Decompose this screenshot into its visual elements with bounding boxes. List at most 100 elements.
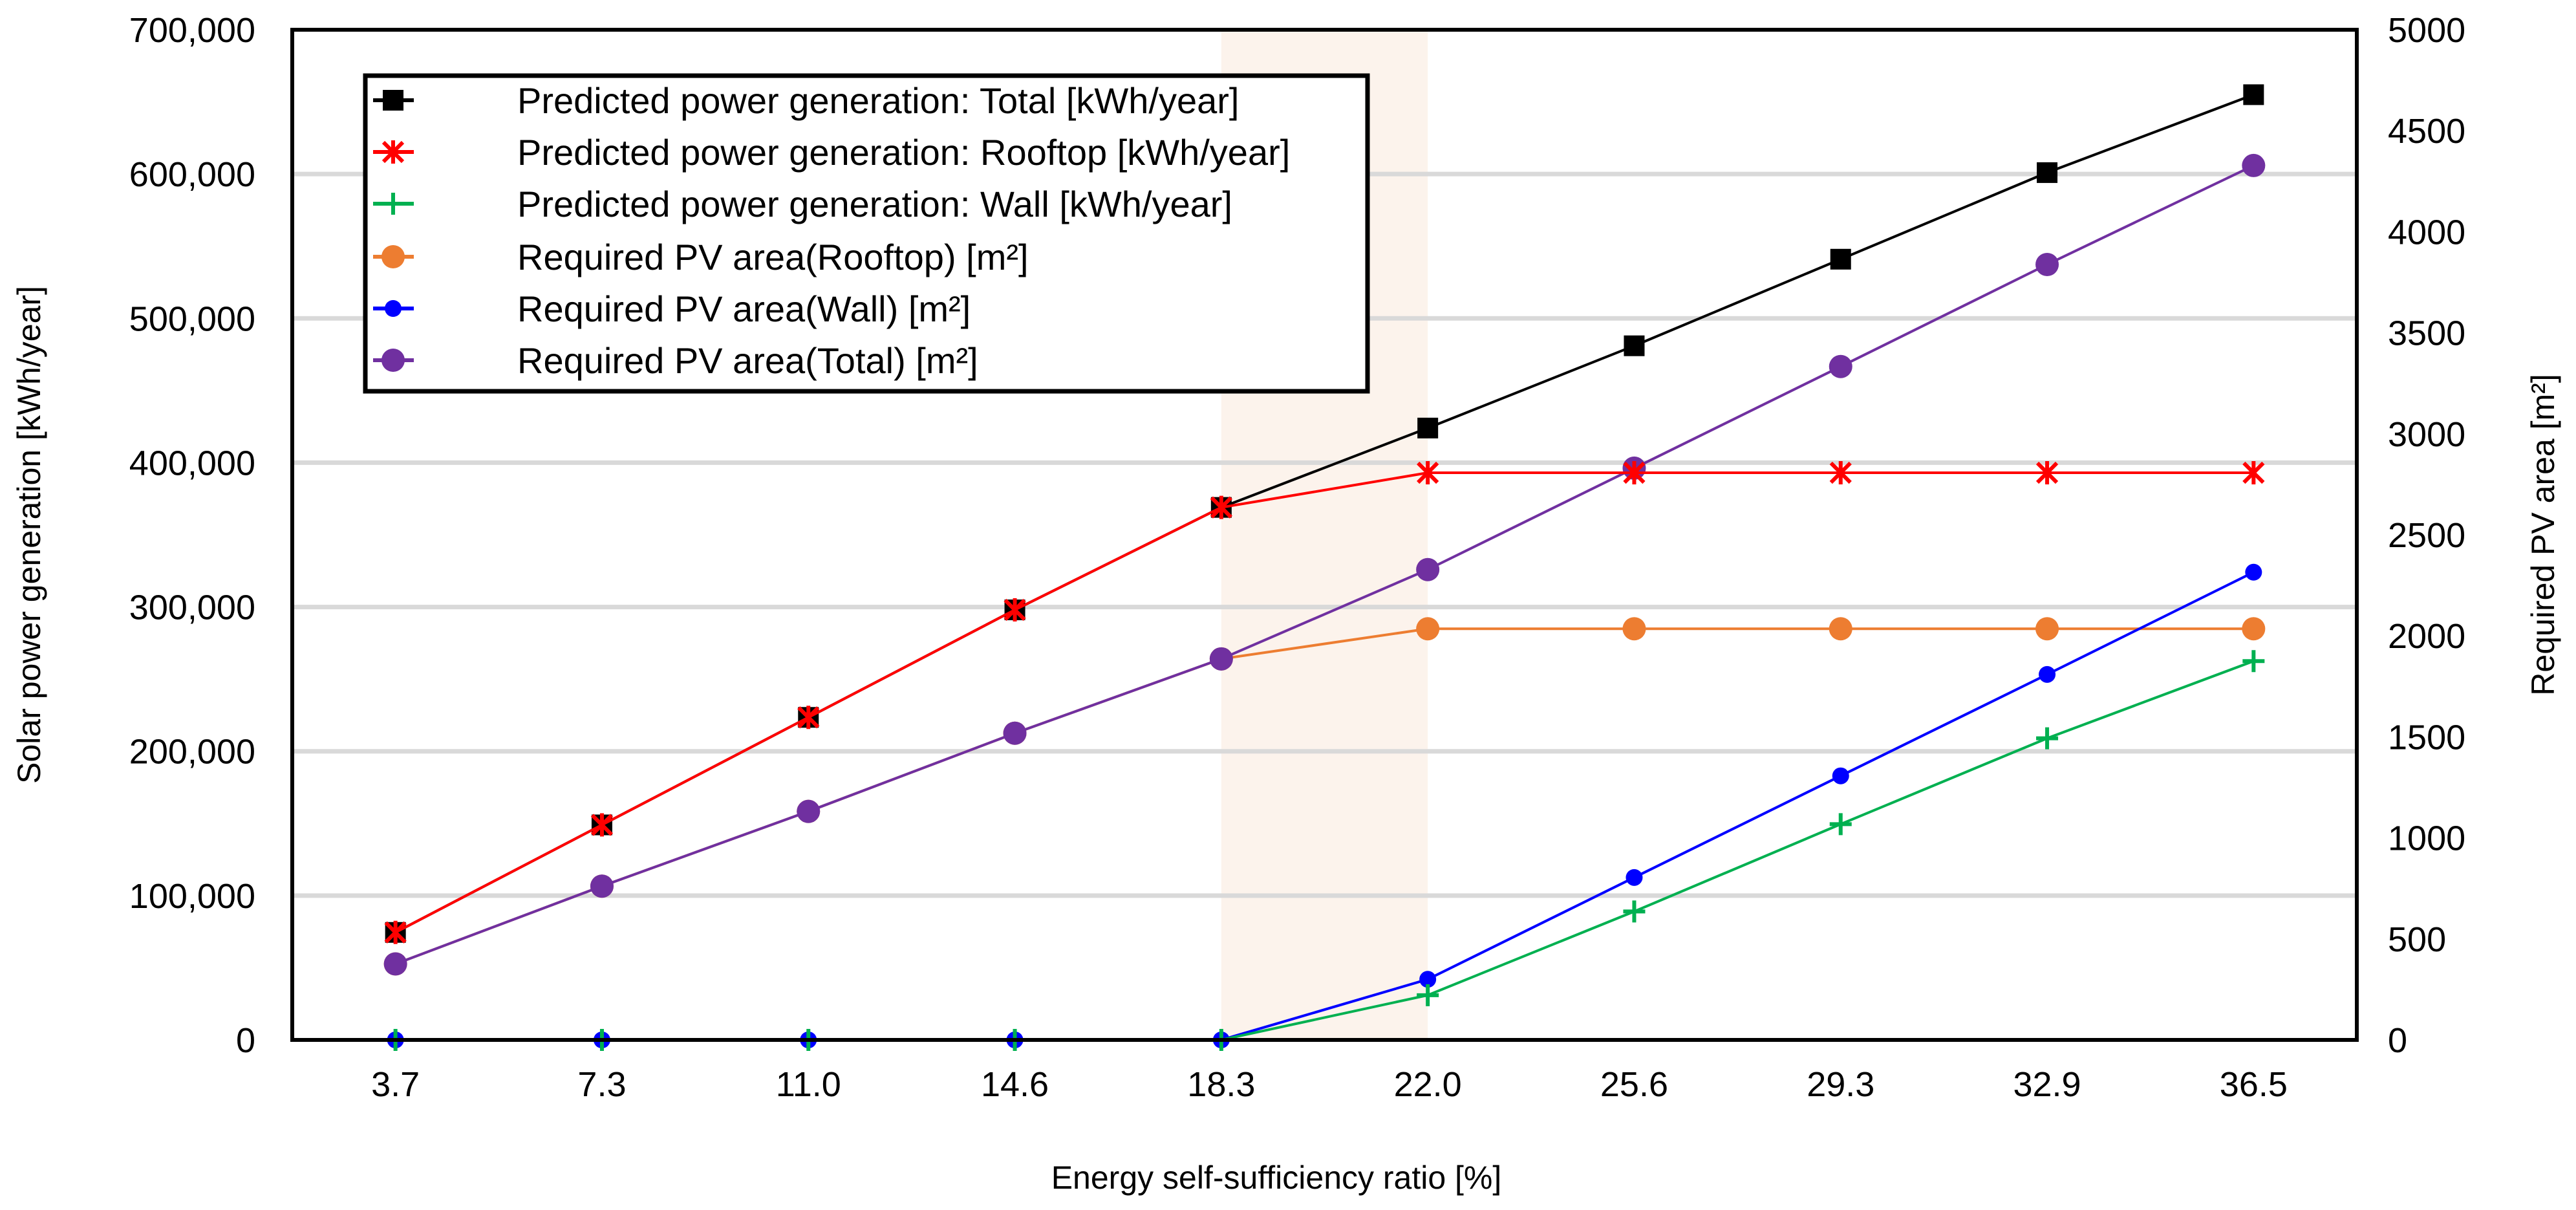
y2-tick-label: 5000 (2388, 11, 2465, 50)
data-point-square (2243, 84, 2264, 105)
series-5 (383, 153, 2266, 976)
data-point-plus (2242, 650, 2265, 673)
series-1 (384, 461, 2265, 944)
data-point-circle (2035, 617, 2059, 641)
legend-label: Required PV area(Total) [m²] (517, 340, 978, 381)
data-point-circle (381, 349, 405, 372)
series-layer (383, 84, 2266, 1051)
data-point-plus (382, 193, 404, 215)
y2-tick-label: 1500 (2388, 718, 2465, 757)
data-point-circle (1829, 617, 1852, 641)
y2-tick-label: 2000 (2388, 617, 2465, 656)
y2-tick-label: 1000 (2388, 819, 2465, 858)
data-point-circle (385, 300, 402, 317)
legend-label: Predicted power generation: Wall [kWh/ye… (517, 184, 1232, 224)
legend-item: Predicted power generation: Wall [kWh/ye… (373, 184, 1232, 224)
data-point-circle (1829, 354, 1852, 378)
data-point-circle (383, 952, 407, 976)
data-point-circle (797, 799, 821, 823)
legend-label: Required PV area(Rooftop) [m²] (517, 237, 1029, 277)
data-point-circle (1419, 971, 1437, 988)
y-tick-label: 700,000 (129, 11, 255, 50)
data-point-star (797, 706, 820, 729)
x-tick-label: 22.0 (1394, 1065, 1462, 1104)
legend-label: Required PV area(Wall) [m²] (517, 288, 971, 329)
data-point-circle (2242, 617, 2266, 641)
y-tick-label: 600,000 (129, 155, 255, 194)
y2-tick-label: 500 (2388, 920, 2446, 959)
data-point-square (1830, 248, 1851, 270)
data-point-circle (1416, 557, 1440, 581)
data-point-circle (1416, 617, 1440, 641)
legend-item: Required PV area(Total) [m²] (373, 340, 978, 381)
x-tick-label: 7.3 (577, 1065, 626, 1104)
data-point-circle (2039, 665, 2056, 683)
y2-tick-label: 0 (2388, 1021, 2407, 1060)
data-point-plus (1623, 900, 1646, 923)
data-point-plus (2036, 727, 2059, 750)
y-tick-label: 400,000 (129, 444, 255, 482)
x-tick-label: 36.5 (2220, 1065, 2288, 1104)
series-line (394, 471, 2254, 934)
y2-tick-label: 4500 (2388, 112, 2465, 151)
data-point-square (383, 90, 403, 111)
data-point-star (1829, 461, 1852, 485)
legend-label: Predicted power generation: Rooftop [kWh… (517, 132, 1290, 173)
data-point-star (1004, 598, 1026, 622)
x-tick-label: 32.9 (2013, 1065, 2081, 1104)
y-axis-right-ticks: 0 500 1000 1500 2000 2500 3000 3500 4000 4500 5000 (2388, 11, 2465, 1060)
legend-item: Predicted power generation: Total [kWh/y… (373, 80, 1239, 121)
data-point-star (1210, 495, 1232, 519)
y2-tick-label: 2500 (2388, 516, 2465, 555)
x-tick-label: 25.6 (1600, 1065, 1668, 1104)
y-tick-label: 500,000 (129, 299, 255, 338)
x-tick-label: 3.7 (371, 1065, 420, 1104)
data-point-circle (2035, 253, 2059, 277)
legend-label: Predicted power generation: Total [kWh/y… (517, 80, 1239, 121)
data-point-circle (381, 245, 405, 268)
data-point-square (1624, 335, 1645, 356)
y2-tick-label: 3500 (2388, 314, 2465, 353)
data-point-star (1623, 461, 1646, 485)
data-point-star (2035, 461, 2059, 485)
data-point-circle (1832, 767, 1849, 784)
x-axis-ticks: 3.7 7.3 11.0 14.6 18.3 22.0 25.6 29.3 32.9 36.5 (371, 1065, 2288, 1104)
x-tick-label: 14.6 (981, 1065, 1049, 1104)
data-point-circle (1209, 647, 1233, 671)
series-line (394, 164, 2255, 966)
data-point-star (1417, 461, 1439, 485)
y-axis-right-title: Required PV area [m²] (2525, 374, 2561, 695)
y-axis-left-title: Solar power generation [kWh/year] (11, 286, 47, 784)
x-tick-label: 18.3 (1187, 1065, 1255, 1104)
data-point-star (381, 140, 405, 164)
legend: Predicted power generation: Total [kWh/y… (363, 73, 1370, 394)
y-tick-label: 200,000 (129, 733, 255, 772)
data-point-circle (1626, 869, 1643, 886)
data-point-plus (1829, 813, 1852, 836)
data-point-square (2037, 162, 2058, 183)
data-point-star (590, 813, 614, 837)
y-tick-label: 0 (236, 1021, 255, 1060)
plot-frame (290, 28, 2359, 1042)
data-point-circle (2245, 563, 2262, 581)
data-point-square (1417, 417, 1439, 438)
x-axis-title: Energy self-sufficiency ratio [%] (1051, 1160, 1502, 1196)
legend-item: Predicted power generation: Rooftop [kWh… (373, 132, 1290, 173)
y2-tick-label: 3000 (2388, 415, 2465, 454)
y-tick-label: 100,000 (129, 877, 255, 916)
y-tick-label: 300,000 (129, 589, 255, 627)
data-point-star (2242, 461, 2265, 485)
y2-tick-label: 4000 (2388, 213, 2465, 252)
data-point-circle (2242, 153, 2266, 177)
data-point-plus (1417, 984, 1439, 1006)
data-point-star (384, 920, 407, 944)
data-point-circle (1003, 721, 1027, 745)
x-tick-label: 29.3 (1807, 1065, 1874, 1104)
legend-box (363, 73, 1370, 394)
legend-item: Required PV area(Wall) [m²] (373, 288, 971, 329)
y-axis-left-ticks: 0 100,000 200,000 300,000 400,000 500,000 600,… (129, 11, 255, 1060)
data-point-circle (590, 874, 614, 898)
data-point-circle (1622, 617, 1646, 641)
legend-item: Required PV area(Rooftop) [m²] (373, 237, 1029, 277)
